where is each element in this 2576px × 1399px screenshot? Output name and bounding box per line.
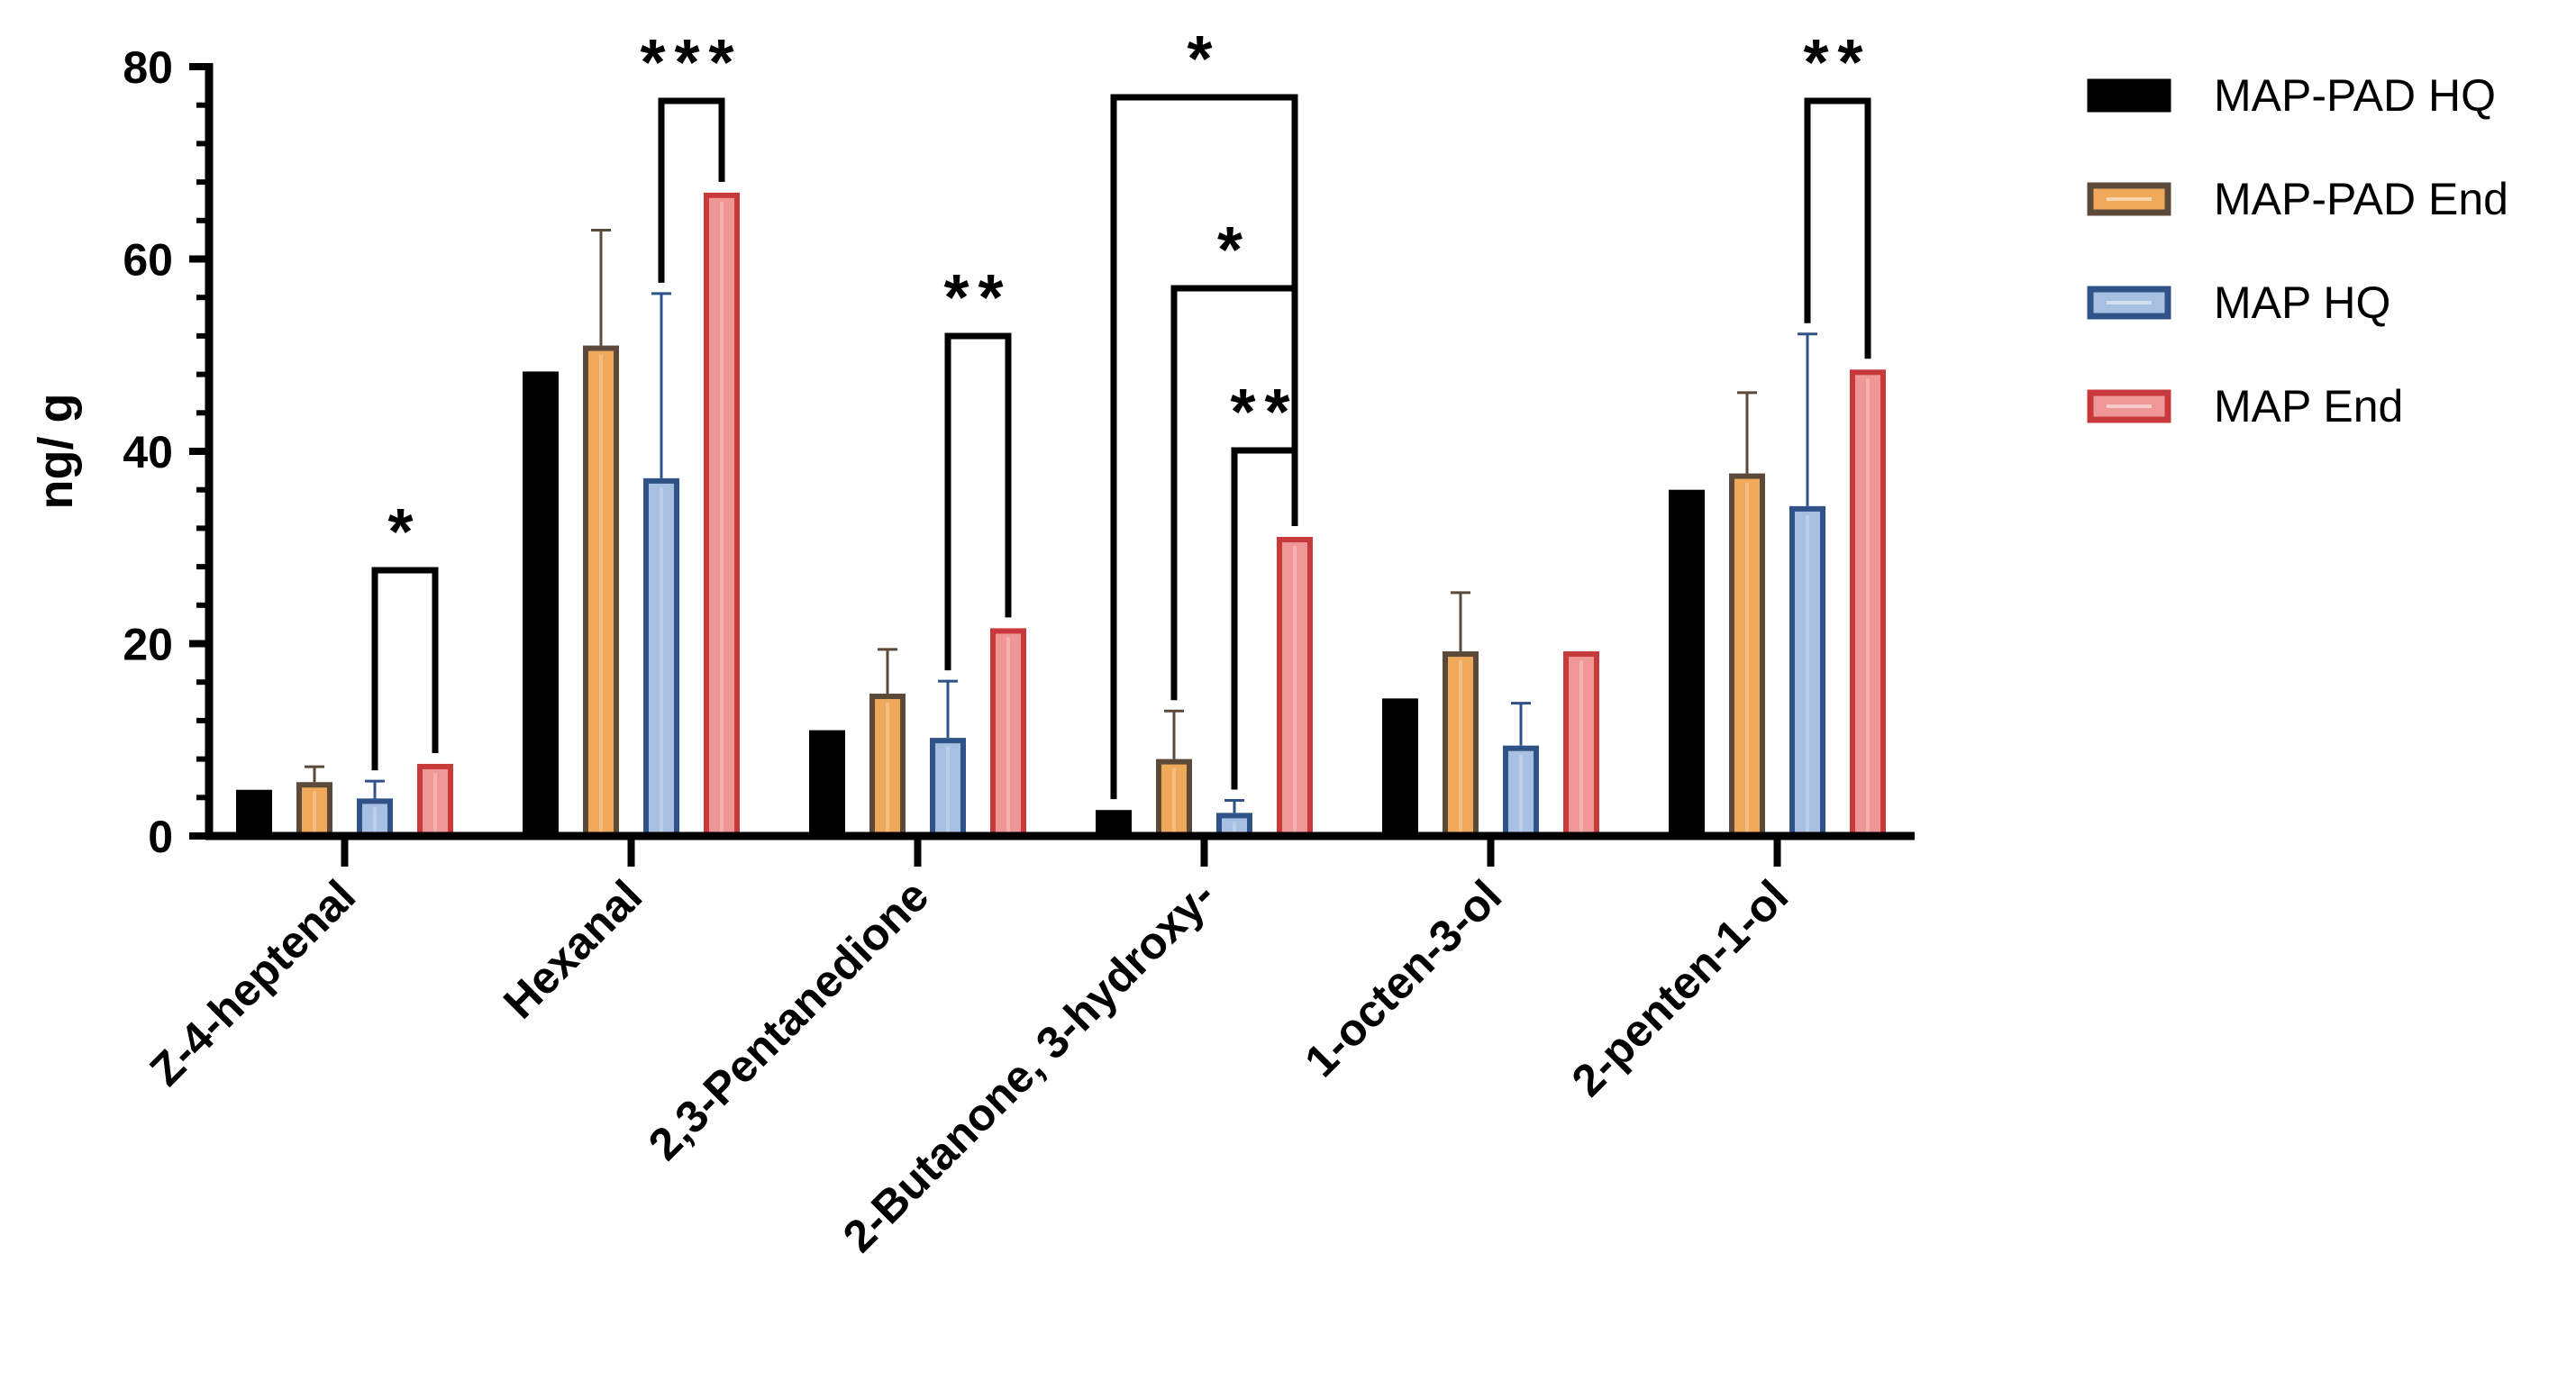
y-tick-label-4: 80 (123, 42, 173, 93)
bar-0-2 (809, 730, 845, 840)
significance-label-5: ** (1230, 377, 1298, 449)
bar-0-4 (1382, 698, 1418, 839)
significance-bracket-2 (944, 332, 1012, 671)
significance-label-1: *** (640, 27, 742, 99)
x-tick-label-5: 2-penten-1-ol (1562, 870, 1798, 1106)
bar-2-5 (1789, 505, 1825, 839)
significance-bracket-6 (1804, 97, 1871, 359)
bar-3-3 (1277, 537, 1313, 839)
significance-bracket-5 (1231, 447, 1298, 790)
x-tick-label-1: Hexanal (494, 870, 651, 1028)
x-tick-label-4: 1-octen-3-ol (1295, 870, 1511, 1086)
bar-3-4 (1563, 651, 1599, 839)
significance-bracket-4 (1170, 285, 1298, 701)
legend-label-3: MAP End (2214, 381, 2403, 432)
bar-1-1 (583, 345, 619, 839)
legend-swatch-0 (2087, 78, 2171, 113)
significance-label-0: * (387, 496, 422, 568)
bar-0-1 (523, 371, 559, 839)
bar-2-4 (1503, 745, 1539, 840)
y-tick-label-0: 0 (148, 812, 173, 862)
bar-0-0 (236, 789, 272, 840)
x-tick-label-2: 2,3-Pentanedione (639, 870, 938, 1169)
x-tick-label-0: Z-4-heptenal (140, 870, 365, 1095)
y-tick-label-3: 60 (123, 235, 173, 286)
y-axis-label: ng/ g (29, 394, 83, 510)
significance-bracket-1 (658, 97, 725, 283)
y-tick-label-2: 40 (123, 427, 173, 477)
bar-2-2 (930, 738, 966, 839)
bar-3-5 (1850, 369, 1886, 839)
legend-label-0: MAP-PAD HQ (2214, 70, 2496, 121)
significance-label-4: * (1217, 214, 1252, 286)
bar-0-5 (1669, 489, 1705, 839)
significance-label-6: ** (1803, 27, 1871, 99)
significance-bracket-0 (371, 567, 439, 771)
significance-label-3: * (1187, 23, 1221, 95)
legend-label-2: MAP HQ (2214, 277, 2390, 328)
y-tick-label-1: 20 (123, 620, 173, 670)
legend-label-1: MAP-PAD End (2214, 174, 2508, 224)
significance-label-2: ** (943, 262, 1012, 334)
